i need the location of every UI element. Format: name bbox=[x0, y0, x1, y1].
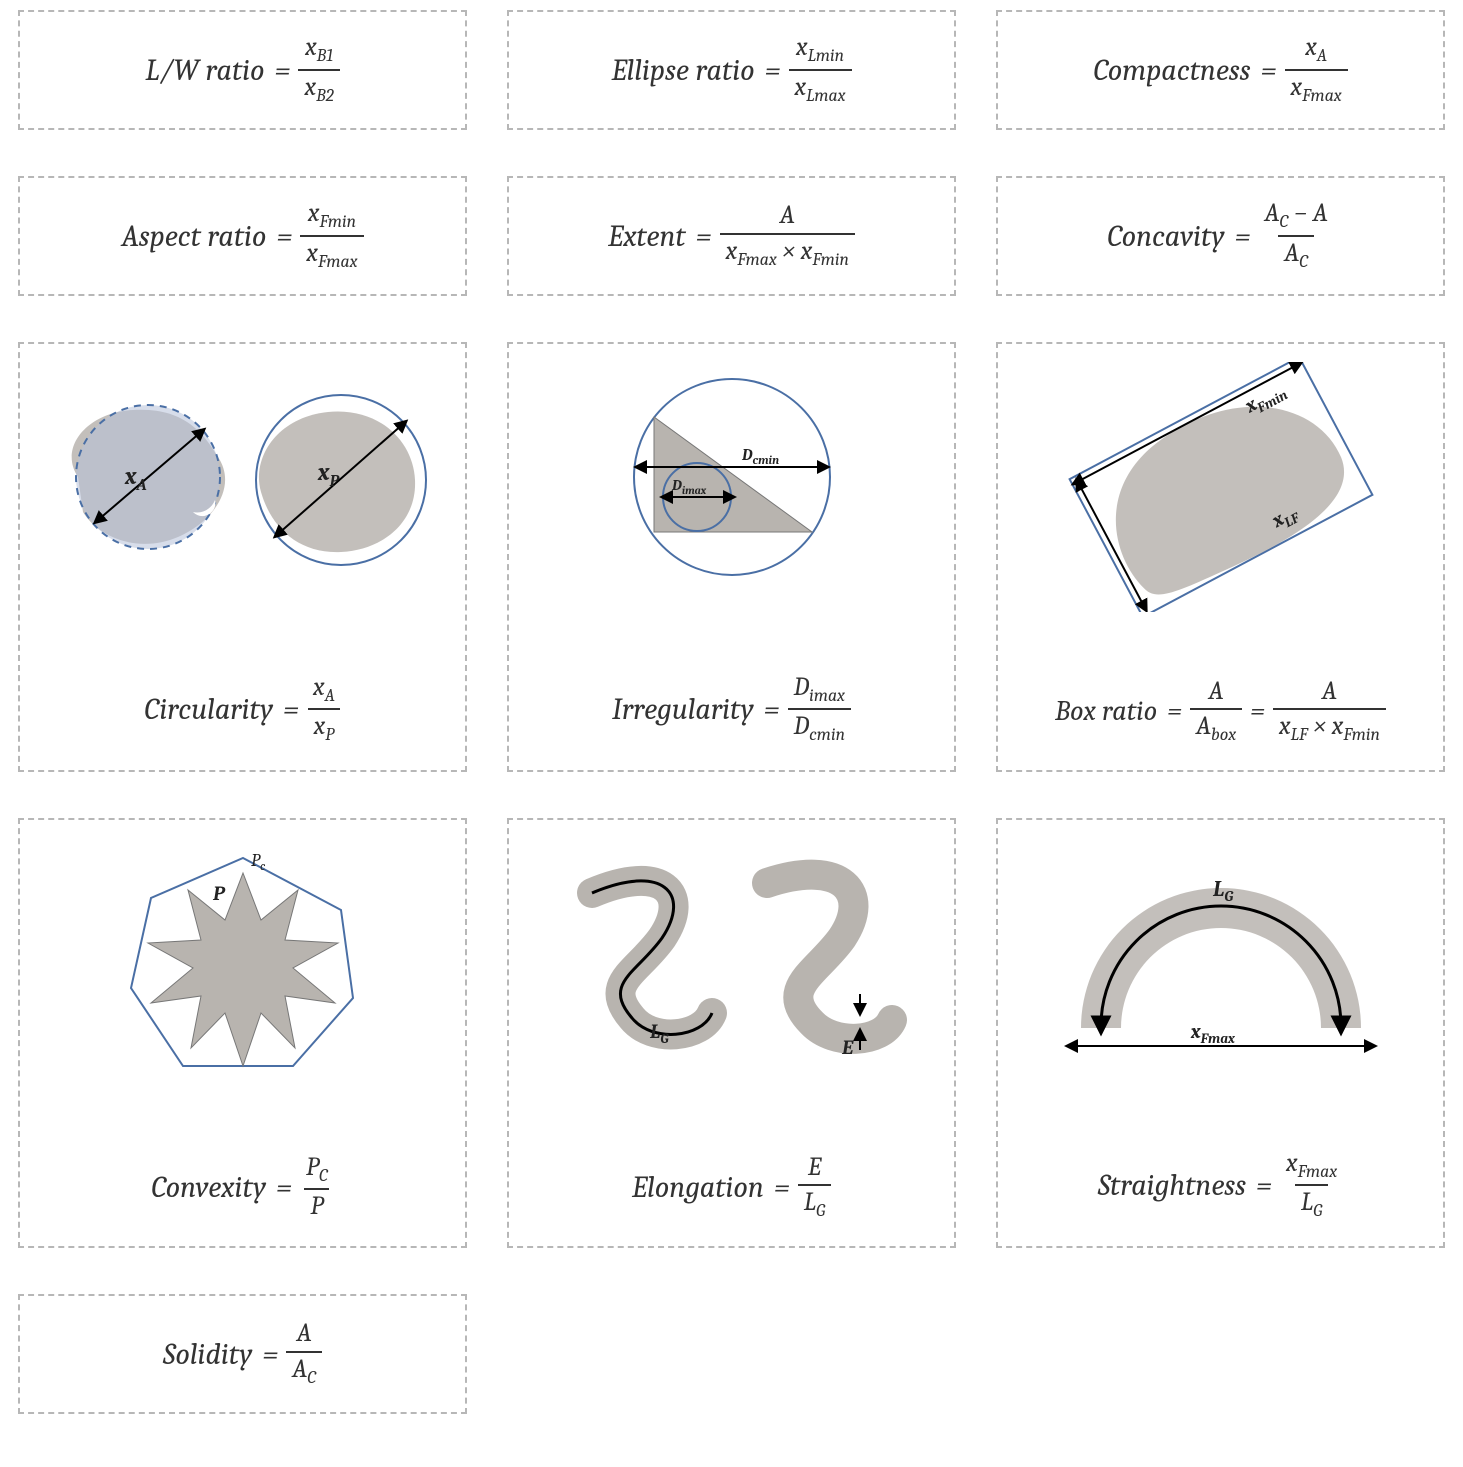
formula-straightness: Straightness= xFmaxLG bbox=[1098, 1149, 1343, 1222]
den: xFmax bbox=[1285, 69, 1348, 107]
num: xB1 bbox=[299, 33, 339, 69]
cell-straightness: LG xFmax Straightness= xFmaxLG bbox=[996, 818, 1445, 1248]
den: AC bbox=[1278, 235, 1314, 273]
lhs: Ellipse ratio bbox=[612, 53, 757, 88]
lhs: Irregularity bbox=[612, 692, 756, 727]
den: LG bbox=[1295, 1184, 1328, 1222]
den2: xLF × xFmin bbox=[1273, 708, 1386, 746]
formula-convexity: Convexity= PCP bbox=[151, 1153, 334, 1222]
num2: A bbox=[1316, 677, 1343, 709]
svg-text:xFmax: xFmax bbox=[1190, 1020, 1235, 1047]
num: xFmax bbox=[1280, 1149, 1343, 1185]
cell-solidity: Solidity= AAC bbox=[18, 1294, 467, 1414]
den: xLmax bbox=[789, 69, 852, 107]
formula-solidity: Solidity= AAC bbox=[163, 1319, 322, 1388]
num: A bbox=[774, 201, 801, 233]
formula-lw: L/W ratio= xB1xB2 bbox=[145, 33, 339, 106]
figure-elongation: LG E bbox=[542, 838, 922, 1092]
num: xFmin bbox=[302, 199, 362, 235]
formula-irregularity: Irregularity= DimaxDcmin bbox=[612, 673, 851, 746]
cell-extent: Extent= AxFmax × xFmin bbox=[507, 176, 956, 296]
formula-box-ratio: Box ratio= AAbox = AxLF × xFmin bbox=[1055, 677, 1386, 746]
formula-aspect: Aspect ratio= xFminxFmax bbox=[121, 199, 363, 272]
formula-concavity: Concavity= AC − AAC bbox=[1107, 199, 1334, 272]
descriptor-grid: L/W ratio= xB1xB2 Ellipse ratio= xLminxL… bbox=[18, 10, 1445, 1414]
lhs: Box ratio bbox=[1055, 695, 1159, 727]
cell-circularity: xA xP Circularity= xAxP bbox=[18, 342, 467, 772]
lhs: Circularity bbox=[144, 692, 275, 727]
num: A bbox=[291, 1319, 318, 1351]
num: A bbox=[1203, 677, 1230, 709]
lhs: Concavity bbox=[1107, 219, 1226, 254]
figure-irregularity: Dcmin Dimax bbox=[562, 362, 902, 596]
formula-circularity: Circularity= xAxP bbox=[144, 673, 341, 746]
svg-text:Dcmin: Dcmin bbox=[741, 446, 779, 467]
figure-straightness: LG xFmax bbox=[1021, 838, 1421, 1092]
formula-ellipse: Ellipse ratio= xLminxLmax bbox=[612, 33, 852, 106]
num: xA bbox=[1299, 33, 1333, 69]
svg-text:E: E bbox=[841, 1036, 854, 1059]
lhs: Aspect ratio bbox=[121, 219, 268, 254]
lhs: L/W ratio bbox=[145, 53, 266, 88]
formula-extent: Extent= AxFmax × xFmin bbox=[608, 201, 855, 270]
figure-box-ratio: xFmin xLF bbox=[1031, 362, 1411, 616]
den: Dcmin bbox=[788, 708, 851, 746]
cell-ellipse-ratio: Ellipse ratio= xLminxLmax bbox=[507, 10, 956, 130]
cell-elongation: LG E Elongation= ELG bbox=[507, 818, 956, 1248]
den: AC bbox=[286, 1351, 322, 1389]
lhs: Compactness bbox=[1093, 53, 1252, 88]
cell-compactness: Compactness= xAxFmax bbox=[996, 10, 1445, 130]
shape-descriptors-page: L/W ratio= xB1xB2 Ellipse ratio= xLminxL… bbox=[0, 0, 1463, 1467]
figure-convexity: Pc P bbox=[83, 838, 403, 1092]
num: PC bbox=[300, 1153, 334, 1189]
num: E bbox=[802, 1153, 827, 1185]
num: xA bbox=[307, 673, 341, 709]
lhs: Solidity bbox=[163, 1337, 254, 1372]
cell-box-ratio: xFmin xLF Box ratio= AAbox = AxLF × xFmi… bbox=[996, 342, 1445, 772]
formula-elongation: Elongation= ELG bbox=[632, 1153, 831, 1222]
den: Abox bbox=[1190, 708, 1242, 746]
den: xP bbox=[308, 708, 341, 746]
lhs: Elongation bbox=[632, 1170, 766, 1205]
cell-aspect-ratio: Aspect ratio= xFminxFmax bbox=[18, 176, 467, 296]
num: xLmin bbox=[790, 33, 850, 69]
den: xB2 bbox=[298, 69, 339, 107]
lhs: Convexity bbox=[151, 1170, 268, 1205]
cell-convexity: Pc P Convexity= PCP bbox=[18, 818, 467, 1248]
den: P bbox=[304, 1188, 329, 1222]
den: xFmax × xFmin bbox=[720, 233, 855, 271]
num: Dimax bbox=[788, 673, 851, 709]
formula-compactness: Compactness= xAxFmax bbox=[1093, 33, 1347, 106]
den: LG bbox=[798, 1184, 831, 1222]
svg-text:Pc: Pc bbox=[251, 850, 265, 873]
lhs: Straightness bbox=[1098, 1168, 1248, 1203]
cell-lw-ratio: L/W ratio= xB1xB2 bbox=[18, 10, 467, 130]
den: xFmax bbox=[300, 235, 363, 273]
cell-concavity: Concavity= AC − AAC bbox=[996, 176, 1445, 296]
svg-text:LG: LG bbox=[1212, 876, 1234, 905]
num: AC − A bbox=[1259, 199, 1334, 235]
figure-circularity: xA xP bbox=[43, 362, 443, 596]
cell-irregularity: Dcmin Dimax Irregularity= DimaxDcmin bbox=[507, 342, 956, 772]
svg-text:P: P bbox=[212, 882, 226, 905]
lhs: Extent bbox=[608, 219, 688, 254]
